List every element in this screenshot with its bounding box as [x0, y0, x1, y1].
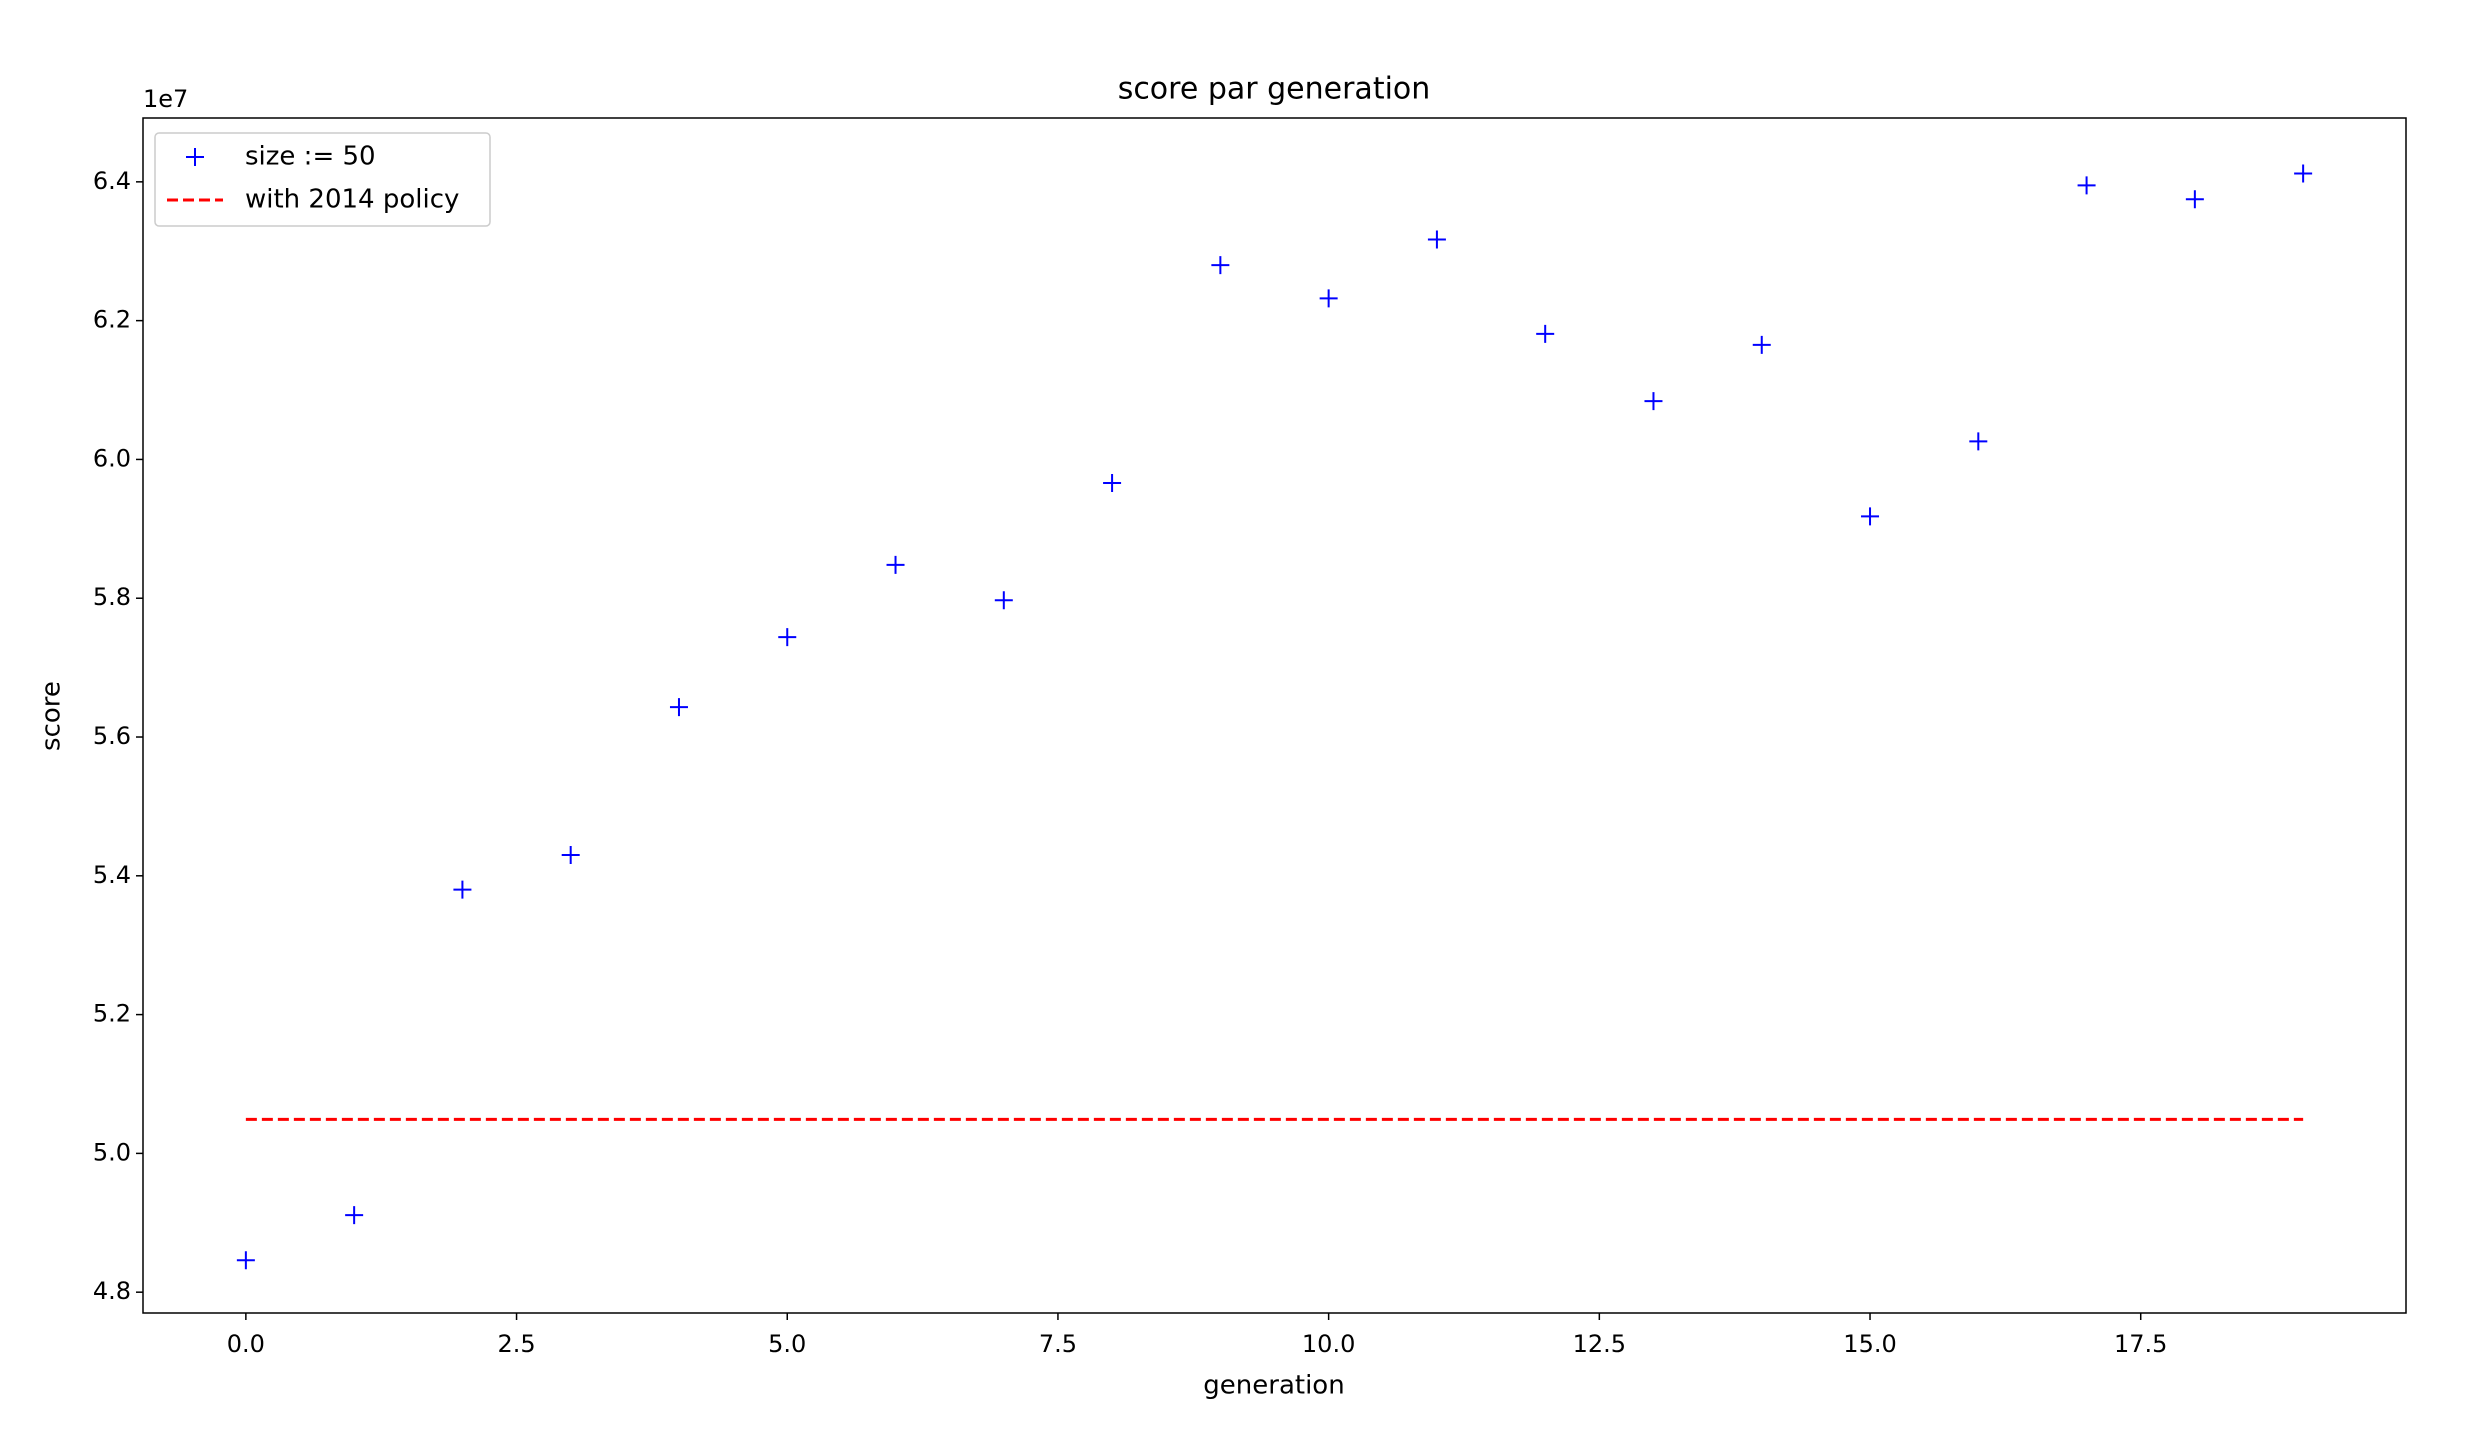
point	[2185, 190, 2204, 209]
legend-label: size := 50	[245, 142, 376, 172]
point	[669, 698, 688, 717]
point	[2077, 176, 2096, 195]
y-tick-label: 6.0	[93, 444, 131, 472]
point	[1861, 507, 1880, 526]
point	[2294, 164, 2313, 183]
legend-marker	[186, 148, 204, 166]
point	[994, 591, 1013, 610]
y-tick-label: 6.2	[93, 306, 131, 334]
point	[1211, 256, 1230, 275]
y-tick-label: 5.4	[93, 861, 131, 889]
point	[1644, 392, 1663, 411]
x-tick-label: 10.0	[1302, 1330, 1355, 1358]
x-tick-label: 17.5	[2114, 1330, 2167, 1358]
x-tick-label: 7.5	[1039, 1330, 1077, 1358]
x-tick-label: 2.5	[497, 1330, 535, 1358]
point	[1103, 474, 1122, 493]
x-tick-label: 5.0	[768, 1330, 806, 1358]
point	[778, 628, 797, 647]
point	[1536, 324, 1555, 343]
y-tick-label: 5.0	[93, 1138, 131, 1166]
y-tick-label: 5.6	[93, 722, 131, 750]
x-tick-label: 0.0	[227, 1330, 265, 1358]
plot-frame	[142, 117, 2407, 1314]
y-tick-label: 6.4	[93, 167, 131, 195]
y-tick-label: 4.8	[93, 1277, 131, 1305]
x-axis-label: generation	[1203, 1371, 1344, 1401]
legend-box	[154, 132, 491, 227]
point	[236, 1251, 255, 1270]
y-axis-label: score	[37, 681, 67, 751]
legend-label: with 2014 policy	[245, 185, 459, 215]
point	[1427, 230, 1446, 249]
x-tick-label: 15.0	[1843, 1330, 1896, 1358]
chart-title: score par generation	[1118, 72, 1431, 107]
x-tick-label: 12.5	[1573, 1330, 1626, 1358]
point	[886, 555, 905, 574]
point	[1752, 335, 1771, 354]
point	[345, 1206, 364, 1225]
point	[453, 880, 472, 899]
y-tick-label: 5.8	[93, 583, 131, 611]
point	[1319, 289, 1338, 308]
point	[1969, 432, 1988, 451]
point	[561, 845, 580, 864]
y-tick-label: 5.2	[93, 1000, 131, 1028]
y-offset-label: 1e7	[143, 85, 188, 113]
